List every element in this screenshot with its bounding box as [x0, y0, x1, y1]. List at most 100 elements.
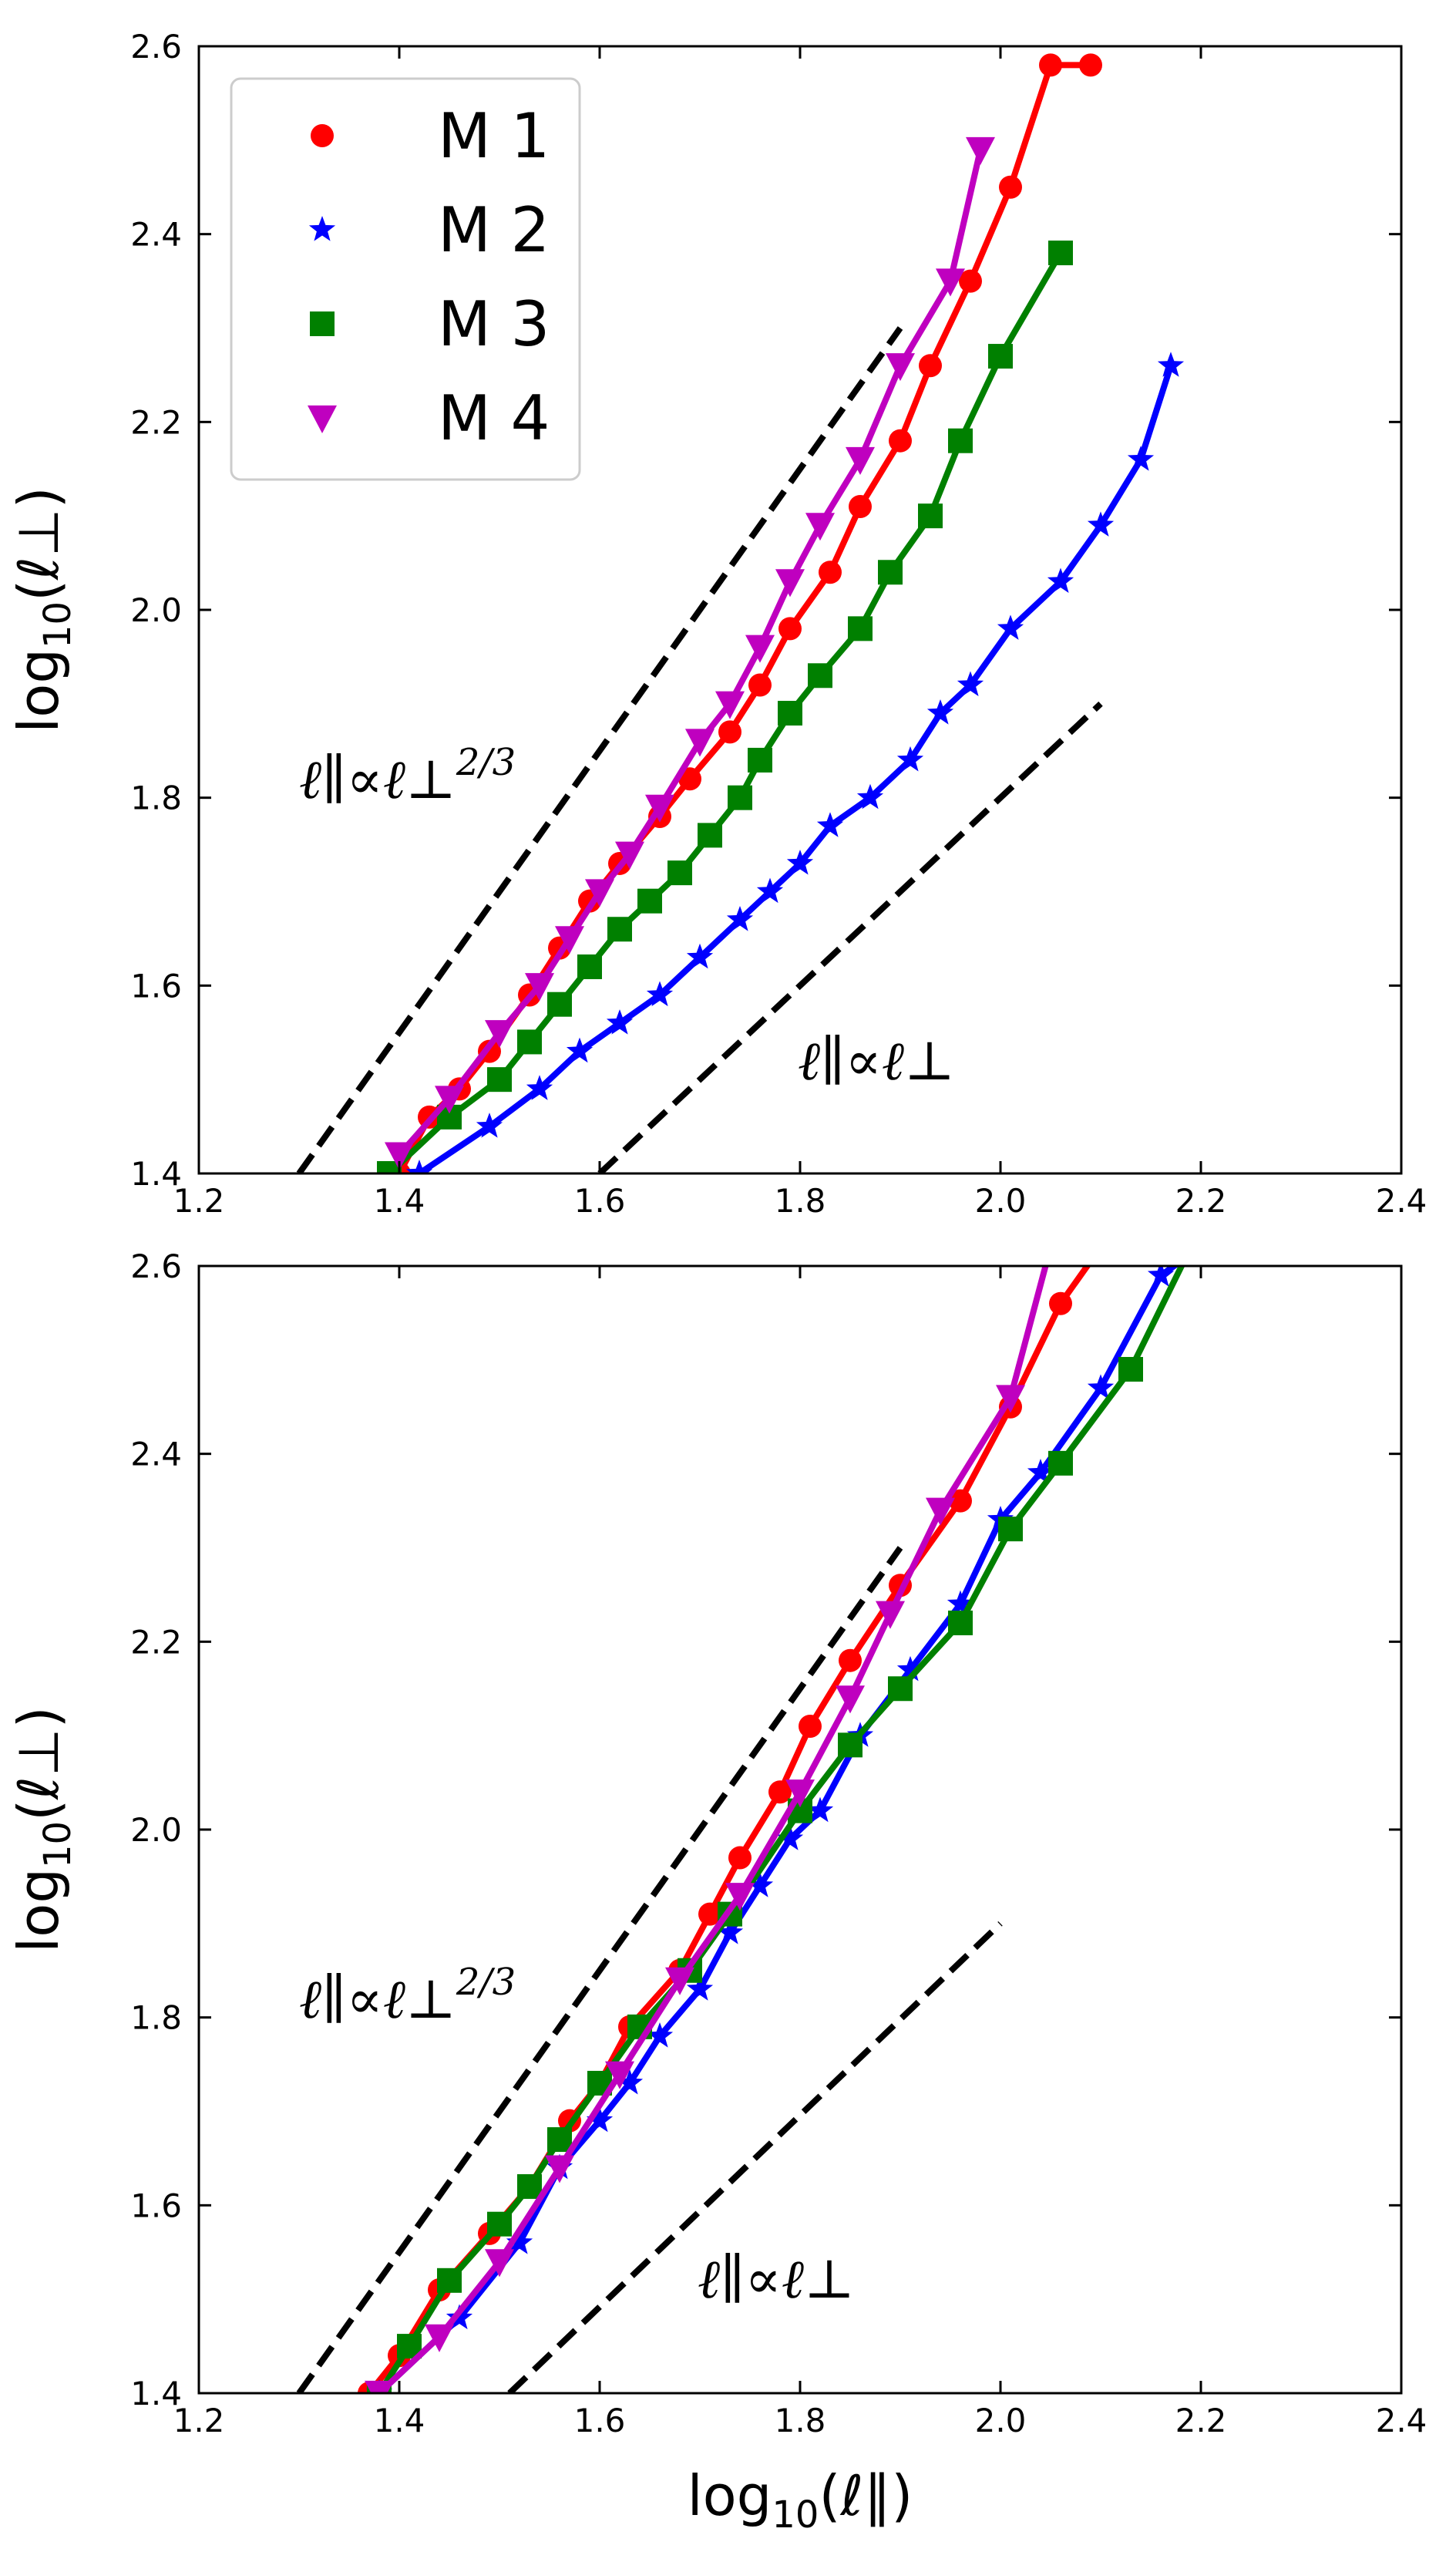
x-tick-label: 2.2	[1175, 2402, 1227, 2439]
data-point	[425, 2324, 454, 2352]
data-point	[646, 2022, 674, 2048]
data-point	[808, 663, 832, 689]
data-point	[957, 671, 984, 696]
series-m4	[385, 136, 995, 1170]
data-point	[726, 906, 754, 931]
data-point	[615, 841, 644, 870]
y-tick-label: 1.4	[130, 1155, 182, 1193]
x-tick-label: 1.4	[374, 2402, 425, 2439]
data-point	[768, 1780, 792, 1804]
y-tick-label: 1.8	[130, 779, 182, 817]
data-point	[786, 850, 814, 875]
chart-panel-1: ℓ∥∝ℓ⊥2/3ℓ∥∝ℓ⊥1.2 1.4 1.6 1.8 2.0 2.2 2.41.41.6…	[6, 28, 1427, 1220]
data-point	[1039, 53, 1062, 77]
data-point	[547, 992, 572, 1017]
data-point	[1179, 1235, 1203, 1260]
x-tick-label: 1.2	[173, 2402, 225, 2439]
data-point	[716, 1919, 744, 1944]
legend-marker	[311, 124, 334, 147]
data-point	[999, 175, 1022, 199]
x-tick-label: 2.2	[1175, 1182, 1227, 1220]
data-point	[997, 614, 1024, 640]
y-tick-label: 1.6	[130, 2187, 182, 2224]
legend-label: M 4	[438, 382, 550, 454]
data-point	[517, 2173, 542, 2199]
data-point	[1127, 446, 1155, 471]
data-point	[607, 917, 632, 942]
data-point	[947, 1590, 974, 1616]
data-point	[685, 729, 715, 757]
data-point	[526, 1075, 553, 1100]
data-point	[517, 1029, 542, 1055]
series-line	[416, 362, 1174, 1173]
data-point	[1147, 1266, 1175, 1287]
data-point	[888, 1676, 913, 1702]
data-point	[725, 1883, 755, 1911]
legend-label: M 1	[438, 100, 550, 172]
data-point	[1118, 1357, 1143, 1382]
data-point	[1049, 1291, 1072, 1315]
data-point	[778, 617, 802, 641]
data-point	[806, 1796, 834, 1823]
x-axis-label: log10(ℓ∥)	[688, 2463, 913, 2537]
data-point	[918, 503, 943, 529]
data-point	[838, 1732, 863, 1758]
data-point	[966, 136, 995, 165]
y-tick-label: 1.8	[130, 1999, 182, 2037]
reference-line	[507, 1921, 1003, 2393]
reference-line	[296, 326, 903, 1173]
data-point	[476, 1113, 503, 1138]
data-point	[1089, 1236, 1112, 1259]
data-point	[785, 1779, 815, 1808]
data-point	[959, 269, 982, 293]
y-axis-label: log10(ℓ⊥)	[6, 486, 79, 732]
data-point	[585, 879, 614, 907]
data-point	[637, 888, 662, 914]
data-point	[525, 973, 554, 1002]
x-tick-label: 2.0	[975, 1182, 1027, 1220]
data-point	[1087, 511, 1115, 537]
data-point	[645, 794, 674, 823]
legend-box	[230, 77, 581, 481]
data-point	[756, 877, 784, 904]
data-point	[1188, 1234, 1214, 1259]
data-point	[698, 1902, 721, 1926]
y-tick-label: 2.0	[130, 591, 182, 629]
data-point	[577, 954, 602, 979]
x-tick-label: 1.6	[574, 2402, 626, 2439]
series-line	[376, 1266, 1049, 2393]
x-tick-label: 2.4	[1376, 1182, 1427, 1220]
data-point	[878, 560, 903, 585]
data-point	[1048, 1450, 1073, 1476]
data-point	[1079, 53, 1102, 77]
data-point	[836, 1685, 865, 1714]
data-point	[605, 2061, 634, 2089]
data-point	[1157, 352, 1185, 377]
chart-panel-2: ℓ∥∝ℓ⊥2/3ℓ∥∝ℓ⊥1.2 1.4 1.6 1.8 2.0 2.2 2.41.41.6…	[6, 1234, 1427, 2537]
data-point	[889, 429, 912, 453]
reference-line-label: ℓ∥∝ℓ⊥	[698, 2247, 855, 2311]
data-point	[728, 1846, 752, 1870]
data-point	[919, 354, 942, 378]
y-tick-label: 2.6	[130, 28, 182, 66]
data-point	[936, 268, 965, 297]
data-point	[998, 1517, 1023, 1542]
data-point	[487, 1067, 512, 1093]
legend-marker	[308, 405, 337, 433]
data-point	[778, 701, 802, 726]
data-point	[748, 747, 772, 773]
y-axis-label: log10(ℓ⊥)	[6, 1706, 79, 1952]
data-point	[848, 616, 873, 641]
data-point	[1047, 567, 1074, 593]
data-point	[698, 823, 722, 848]
y-tick-label: 2.2	[130, 1623, 182, 1661]
x-tick-label: 1.2	[173, 1182, 225, 1220]
data-point	[926, 699, 954, 725]
reference-line-label: ℓ∥∝ℓ⊥2/3	[299, 1961, 516, 2031]
data-point	[566, 1037, 593, 1063]
legend-marker	[310, 311, 335, 336]
data-point	[506, 2229, 533, 2254]
data-point	[846, 446, 875, 476]
data-point	[819, 561, 842, 584]
x-tick-label: 1.8	[775, 1182, 826, 1220]
